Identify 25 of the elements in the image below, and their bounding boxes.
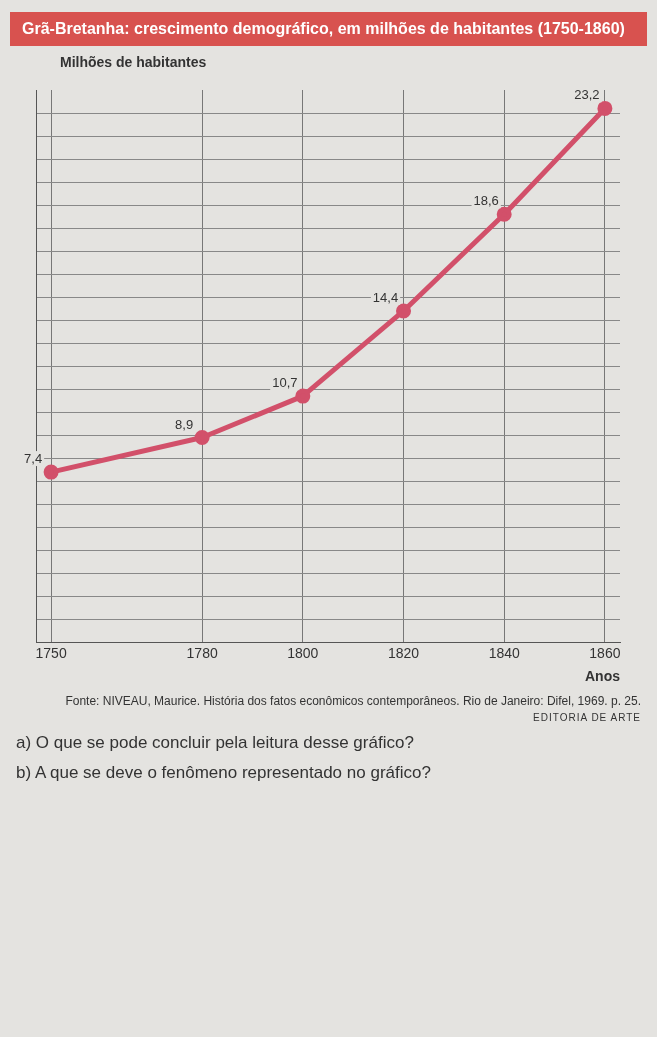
point <box>597 100 613 116</box>
x-tick-label: 1860 <box>589 644 621 661</box>
data-label: 14,4 <box>372 290 399 306</box>
x-tick-label: 1800 <box>287 644 319 661</box>
x-tick-label: 1840 <box>488 644 520 661</box>
text: b) A que se deve o fenômeno representado no gráfico? <box>16 763 432 783</box>
data-label: 18,6 <box>473 193 499 209</box>
y-axis-title: Milhões de habitantes <box>60 54 208 70</box>
x-tick-label: 1820 <box>387 644 420 661</box>
x-tick-label: 1780 <box>186 644 218 661</box>
source-note: Fonte: NIVEAU, Maurice. História dos fatos econômicos contemporâneos. Rio de Janeiro: Difel, 1969. p. 25. <box>64 694 641 708</box>
data-label: 10,7 <box>272 375 298 391</box>
x-axis-title: Anos <box>585 668 621 685</box>
point <box>43 464 59 480</box>
data-label: 8,9 <box>175 416 194 432</box>
data-label: 7,4 <box>24 451 43 467</box>
data-label: 23,2 <box>574 87 600 103</box>
point <box>496 206 512 222</box>
chart-title: Grã-Bretanha: crescimento demográfico, em milhões de habitantes (1750-1860) <box>10 12 647 46</box>
x-tick-label: 1750 <box>35 644 67 661</box>
text: a) O que se pode concluir pela leitura desse gráfico? <box>16 733 415 753</box>
text: EDITORIA DE ARTE <box>532 712 641 723</box>
point <box>295 388 311 404</box>
point <box>194 430 210 446</box>
point <box>396 303 412 319</box>
